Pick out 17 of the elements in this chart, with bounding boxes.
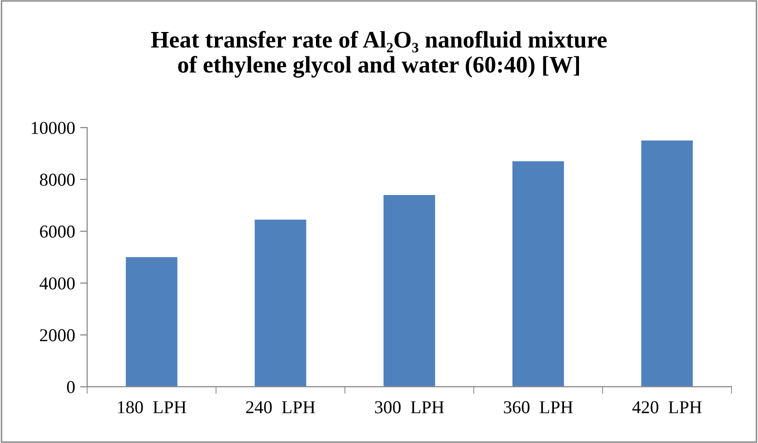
bar <box>512 161 564 387</box>
y-tick-label: 10000 <box>32 122 75 134</box>
bar <box>126 257 178 387</box>
bar <box>641 140 693 387</box>
x-tick-label: 180 LPH <box>118 401 186 414</box>
y-tick-label: 2000 <box>40 329 75 342</box>
y-tick-label: 0 <box>67 380 75 394</box>
x-tick-label: 420 LPH <box>632 401 702 414</box>
y-tick-label: 8000 <box>40 174 75 186</box>
bar <box>254 220 306 387</box>
bar <box>384 194 436 387</box>
x-tick-label: 240 LPH <box>246 401 316 414</box>
y-tick-label: 6000 <box>40 226 75 238</box>
chart-title: Heat transfer rate of Al₂O₃ nanofluid mixture of ethylene glycol and water (60:40) [W] <box>151 30 607 78</box>
y-tick-label: 4000 <box>40 277 75 290</box>
x-tick-label: 360 LPH <box>504 401 573 414</box>
x-tick-label: 300 LPH <box>375 401 444 414</box>
